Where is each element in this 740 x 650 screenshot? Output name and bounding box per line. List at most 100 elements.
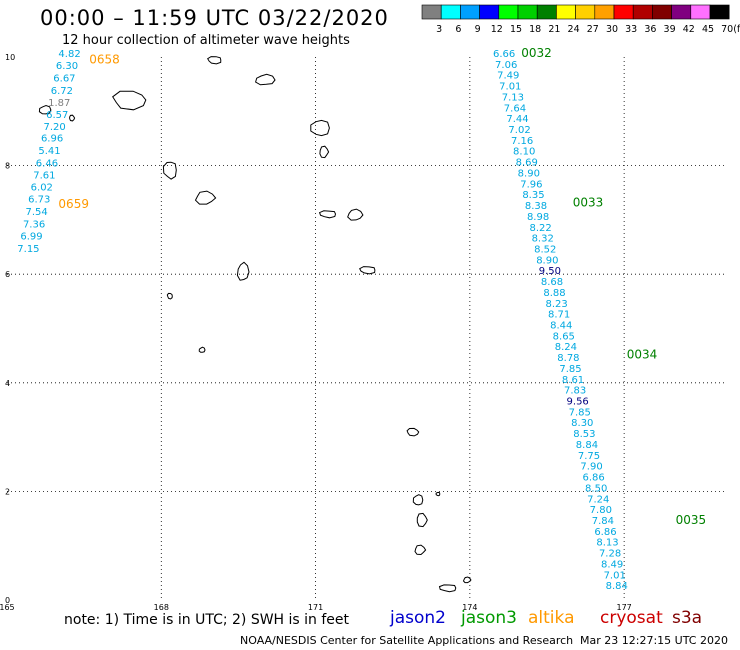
- y-tick-label: 10: [5, 53, 15, 62]
- wave-height-label: 7.96: [520, 179, 542, 190]
- y-tick-label: 0: [5, 596, 10, 605]
- colorbar-tick-label: 30: [606, 24, 618, 35]
- wave-height-label: 8.61: [562, 375, 584, 386]
- wave-height-label: 6.96: [41, 134, 63, 145]
- wave-height-label: 8.71: [548, 310, 570, 321]
- island-outline: [435, 491, 441, 497]
- wave-height-label: 7.49: [497, 71, 519, 82]
- colorbar-tick-label: 42: [683, 24, 695, 35]
- island-outline: [69, 114, 76, 122]
- wave-height-label: 8.68: [541, 277, 563, 288]
- island-outline: [414, 544, 427, 556]
- track-time-label: 0032: [521, 46, 552, 60]
- generated-timestamp: Mar 23 12:27:15 UTC 2020: [580, 634, 728, 647]
- wave-height-label: 7.54: [26, 207, 48, 218]
- colorbar-tick-label: 3: [436, 24, 442, 35]
- wave-height-label: 7.06: [495, 60, 517, 71]
- wave-height-label: 8.10: [513, 147, 535, 158]
- wave-height-label: 7.61: [33, 171, 55, 182]
- x-tick-label: 171: [308, 603, 323, 612]
- island-outline: [194, 190, 217, 205]
- y-tick-label: 8: [5, 162, 10, 171]
- wave-height-label: 8.65: [553, 331, 575, 342]
- wave-height-label: 8.35: [522, 190, 544, 201]
- x-tick-label: 168: [154, 603, 169, 612]
- wave-height-label: 6.73: [28, 195, 50, 206]
- wave-height-label: 7.83: [564, 386, 586, 397]
- page-subtitle: 12 hour collection of altimeter wave hei…: [62, 33, 350, 48]
- track-time-label: 0659: [58, 197, 89, 211]
- satellite-legend-s3a: s3a: [672, 608, 703, 628]
- y-tick-label: 6: [5, 270, 10, 279]
- wave-height-label: 6.02: [31, 183, 53, 194]
- y-tick-label: 2: [5, 487, 10, 496]
- wave-height-label: 8.84: [576, 440, 598, 451]
- wave-height-label: 7.02: [508, 125, 530, 136]
- credit-line: NOAA/NESDIS Center for Satellite Applica…: [240, 634, 574, 647]
- wave-height-label: 8.84: [606, 581, 628, 592]
- wave-height-label: 7.90: [580, 462, 602, 473]
- wave-height-label: 4.82: [58, 49, 80, 60]
- island-outline: [359, 266, 376, 275]
- wave-height-label: 8.78: [557, 353, 579, 364]
- wave-height-label: 8.50: [585, 483, 607, 494]
- wave-height-label: 7.80: [590, 505, 612, 516]
- satellite-legend-jason3: jason3: [461, 608, 517, 628]
- wave-height-label: 8.24: [555, 342, 577, 353]
- island-outline: [255, 73, 276, 86]
- wave-height-label: 8.30: [571, 418, 593, 429]
- wave-height-label: 8.38: [525, 201, 547, 212]
- wave-height-label: 7.44: [506, 114, 528, 125]
- wave-height-label: 6.66: [493, 49, 515, 60]
- island-outline: [462, 576, 472, 584]
- wave-height-label: 9.50: [539, 266, 561, 277]
- x-tick-label: 177: [617, 603, 632, 612]
- x-tick-label: 174: [462, 603, 477, 612]
- island-outline: [318, 210, 337, 219]
- track-time-label: 0033: [573, 195, 604, 209]
- wave-height-label: 6.86: [594, 527, 616, 538]
- colorbar-unit: (ft): [733, 24, 740, 35]
- island-outline: [207, 56, 222, 65]
- wave-height-label: 7.85: [559, 364, 581, 375]
- wave-height-label: 6.46: [36, 159, 58, 170]
- y-tick-label: 4: [5, 379, 10, 388]
- altimeter-map: 165 168 171 174 177 0 2 4 6 8 10 4.826.306.67 6.721.…: [0, 46, 727, 612]
- colorbar-tick-label: 18: [529, 24, 541, 35]
- colorbar-tick-label: 70: [721, 24, 733, 35]
- wave-height-label: 8.69: [516, 158, 538, 169]
- footnote: note: 1) Time is in UTC; 2) SWH is in fe…: [64, 612, 350, 628]
- wave-height-label: 6.86: [582, 473, 604, 484]
- wave-height-label: 8.22: [530, 223, 552, 234]
- wave-height-label: 1.87: [48, 98, 70, 109]
- colorbar-tick-label: 9: [475, 24, 481, 35]
- colorbar-tick-label: 6: [455, 24, 461, 35]
- satellite-legend-cryosat: cryosat: [600, 608, 663, 628]
- island-outline: [438, 584, 457, 593]
- wave-height-label: 7.01: [604, 570, 626, 581]
- wave-height-label: 8.88: [543, 288, 565, 299]
- colorbar-tick-label: 24: [568, 24, 580, 35]
- wave-height-label: 8.44: [550, 321, 572, 332]
- wave-height-label: 8.90: [536, 255, 558, 266]
- wave-height-label: 6.30: [56, 61, 78, 72]
- track-time-label: 0034: [627, 347, 658, 361]
- satellite-legend-jason2: jason2: [390, 608, 446, 628]
- wave-height-label: 8.23: [545, 299, 567, 310]
- wave-height-label: 7.84: [592, 516, 614, 527]
- wave-height-label: 7.20: [44, 122, 66, 133]
- wave-height-label: 7.16: [511, 136, 533, 147]
- colorbar-swatch: [709, 4, 730, 20]
- wave-height-label: 6.99: [20, 231, 42, 242]
- wave-height-label: 7.75: [578, 451, 600, 462]
- wave-height-label: 9.56: [567, 397, 589, 408]
- island-outline: [38, 104, 52, 115]
- wave-height-label: 7.24: [587, 494, 609, 505]
- wave-height-label: 7.28: [599, 549, 621, 560]
- wave-height-label: 8.90: [518, 168, 540, 179]
- island-outline: [347, 208, 364, 221]
- wave-height-label: 6.57: [46, 110, 68, 121]
- wave-height-label: 8.53: [573, 429, 595, 440]
- island-outline: [416, 512, 428, 528]
